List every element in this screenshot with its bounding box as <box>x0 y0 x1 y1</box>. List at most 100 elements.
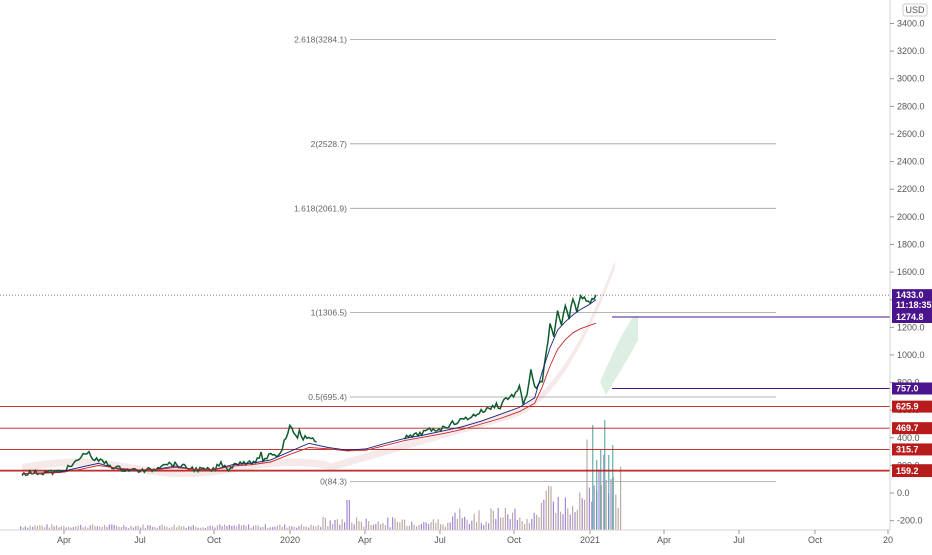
y-tick-label: 0.0 <box>897 488 910 498</box>
x-tick-label: 2021 <box>580 535 600 545</box>
volume-bar <box>322 516 324 530</box>
x-tick-label: Oct <box>808 535 823 545</box>
volume-bar <box>221 526 223 530</box>
volume-bar <box>99 526 101 530</box>
y-tick-label: 2800.0 <box>897 101 925 111</box>
volume-bar <box>317 525 319 530</box>
volume-bar <box>286 527 288 530</box>
volume-bar <box>336 519 338 530</box>
currency-badge[interactable]: USD <box>902 3 928 17</box>
volume-bar <box>178 525 180 530</box>
volume-bar <box>75 526 77 530</box>
volume-bar <box>60 526 62 530</box>
volume-bar <box>327 525 329 530</box>
volume-bar <box>615 494 617 530</box>
volume-bar <box>65 527 67 530</box>
volume-bar <box>137 525 139 530</box>
x-axis[interactable]: Apr Jul Oct 2020 Apr Jul Oct 2021 Apr Jul Oct 20 <box>57 530 893 545</box>
volume-bar <box>480 522 482 530</box>
volume-bar <box>226 526 228 530</box>
volume-bar <box>48 527 50 530</box>
price-badges: 625.9469.7315.7165.4159.2757.01274.81433… <box>892 289 932 478</box>
volume-bar <box>298 526 300 530</box>
volume-bar <box>22 527 24 530</box>
price-badge-label: 315.7 <box>896 444 919 454</box>
volume-bar <box>284 524 286 530</box>
volume-bar <box>528 522 530 530</box>
volume-bar <box>89 525 91 530</box>
volume-bar <box>387 517 389 530</box>
volume-bar <box>509 519 511 530</box>
volume-layer <box>20 420 622 530</box>
volume-bar <box>560 511 562 530</box>
price-series-line[interactable] <box>21 423 317 477</box>
volume-bar <box>147 525 149 530</box>
volume-bar <box>346 500 348 530</box>
volume-bar <box>58 527 60 530</box>
volume-bar <box>468 523 470 530</box>
volume-bar <box>545 490 547 530</box>
price-series-line[interactable] <box>403 293 597 440</box>
volume-bar <box>452 516 454 530</box>
volume-bar <box>562 514 564 530</box>
volume-bar <box>96 526 98 530</box>
price-badge <box>892 382 932 395</box>
volume-bar <box>543 499 545 530</box>
volume-bar <box>490 508 492 530</box>
volume-bar <box>372 524 374 530</box>
volume-bar <box>605 479 607 530</box>
volume-bar <box>27 527 29 530</box>
volume-bar <box>404 519 406 530</box>
volume-bar <box>413 524 415 530</box>
volume-bar <box>437 519 439 530</box>
volume-bar <box>572 505 574 530</box>
y-tick-label: 1600.0 <box>897 267 925 277</box>
volume-bar <box>365 518 367 530</box>
x-tick-label: Apr <box>57 535 71 545</box>
series-layer <box>21 293 597 477</box>
volume-bar <box>444 526 446 530</box>
volume-bar <box>524 523 526 530</box>
price-badge-label: 625.9 <box>896 402 919 412</box>
volume-bar <box>29 525 31 530</box>
volume-bar <box>408 525 410 530</box>
volume-bar <box>128 527 130 530</box>
volume-bar <box>593 485 595 530</box>
volume-bar <box>279 524 281 530</box>
volume-bar <box>53 526 55 530</box>
volume-bar <box>219 524 221 530</box>
x-tick-label: Apr <box>657 535 671 545</box>
volume-bar <box>416 526 418 530</box>
volume-bar <box>478 510 480 530</box>
price-badge <box>892 465 932 478</box>
volume-bar <box>406 526 408 530</box>
price-series-line[interactable] <box>21 322 597 475</box>
price-series-line[interactable] <box>21 299 597 475</box>
volume-bar <box>125 526 127 530</box>
volume-bar <box>394 518 396 530</box>
y-tick-label: 2400.0 <box>897 157 925 167</box>
volume-bar <box>39 525 41 530</box>
volume-bar <box>166 526 168 530</box>
volume-bar <box>260 527 262 530</box>
y-tick-label: 2600.0 <box>897 129 925 139</box>
volume-bar <box>454 512 456 530</box>
volume-bar <box>32 526 34 530</box>
volume-bar <box>339 524 341 530</box>
volume-bar <box>396 521 398 530</box>
volume-bar <box>207 526 209 530</box>
volume-bar <box>34 525 36 530</box>
y-tick-label: 1200.0 <box>897 322 925 332</box>
volume-bar <box>44 527 46 530</box>
volume-bar <box>591 501 593 530</box>
volume-bar <box>123 525 125 530</box>
volume-bar <box>512 512 514 530</box>
volume-bar <box>305 526 307 530</box>
volume-bar <box>492 510 494 530</box>
volume-bar <box>471 520 473 530</box>
volume-bar <box>476 522 478 530</box>
volume-bar <box>108 524 110 530</box>
volume-bar <box>51 524 53 530</box>
volume-bar <box>574 512 576 530</box>
